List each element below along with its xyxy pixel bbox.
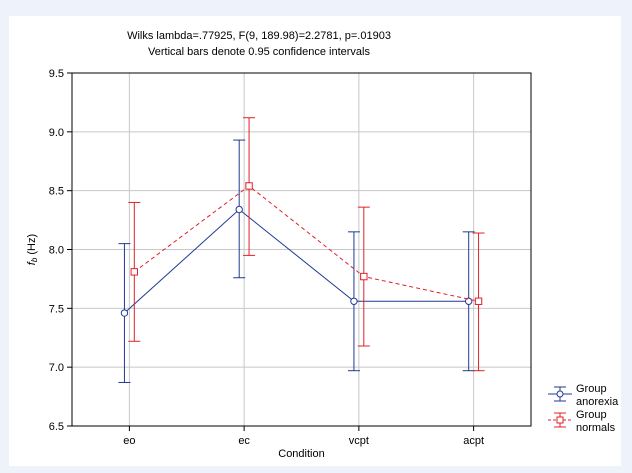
x-tick-label: acpt xyxy=(463,435,484,447)
chart-svg: Wilks lambda=.77925, F(9, 189.98)=2.2781… xyxy=(26,30,619,460)
legend-item-1: Group normals xyxy=(548,409,616,434)
legend-label-line2: normals xyxy=(576,422,616,434)
y-axis-unit: Hz xyxy=(26,237,38,250)
grid-layer xyxy=(72,73,531,426)
y-axis: 6.5 7.0 7.5 8.0 8.5 9.0 9.5 xyxy=(49,68,72,433)
x-tick-label: vcpt xyxy=(349,435,369,447)
series-line xyxy=(124,208,469,314)
y-tick-label: 9.5 xyxy=(49,68,64,80)
x-axis-label: Condition xyxy=(278,448,324,460)
series-layer xyxy=(118,117,485,383)
y-tick-label: 7.0 xyxy=(49,362,64,374)
x-axis: eo ec vcpt acpt xyxy=(123,426,484,447)
y-axis-subscript: b xyxy=(30,257,39,262)
y-axis-close-paren: ) xyxy=(26,234,38,238)
series-line xyxy=(134,185,479,302)
series-1 xyxy=(128,117,485,372)
y-tick-label: 8.5 xyxy=(49,186,64,198)
y-axis-label: fb (Hz) xyxy=(26,234,39,265)
legend-label: Group normals xyxy=(576,409,616,434)
legend-marker xyxy=(556,416,564,424)
chart-subtitle: Vertical bars denote 0.95 confidence int… xyxy=(148,46,370,58)
legend-label: Group anorexia xyxy=(576,383,619,408)
data-point xyxy=(474,297,483,305)
y-tick-label: 9.0 xyxy=(49,127,64,139)
y-tick-label: 6.5 xyxy=(49,421,64,433)
data-point xyxy=(120,309,129,317)
y-axis-symbol: f xyxy=(26,261,38,265)
data-point xyxy=(235,205,243,214)
data-point xyxy=(350,297,358,305)
legend-marker xyxy=(556,390,564,398)
legend-item-0: Group anorexia xyxy=(548,383,619,408)
legend-label-line1: Group xyxy=(576,409,607,421)
data-point xyxy=(464,297,473,305)
x-tick-label: eo xyxy=(123,435,135,447)
chart-panel: Wilks lambda=.77925, F(9, 189.98)=2.2781… xyxy=(9,16,621,466)
data-point xyxy=(245,182,253,190)
x-tick-label: ec xyxy=(238,435,250,447)
y-tick-label: 8.0 xyxy=(49,245,64,257)
series-0 xyxy=(118,139,475,383)
y-tick-label: 7.5 xyxy=(49,303,64,315)
data-point xyxy=(360,272,368,281)
chart-title: Wilks lambda=.77925, F(9, 189.98)=2.2781… xyxy=(127,30,391,42)
y-axis-open-paren: ( xyxy=(26,251,38,258)
legend-label-line2: anorexia xyxy=(576,396,619,408)
data-point xyxy=(130,268,139,276)
legend-label-line1: Group xyxy=(576,383,607,395)
